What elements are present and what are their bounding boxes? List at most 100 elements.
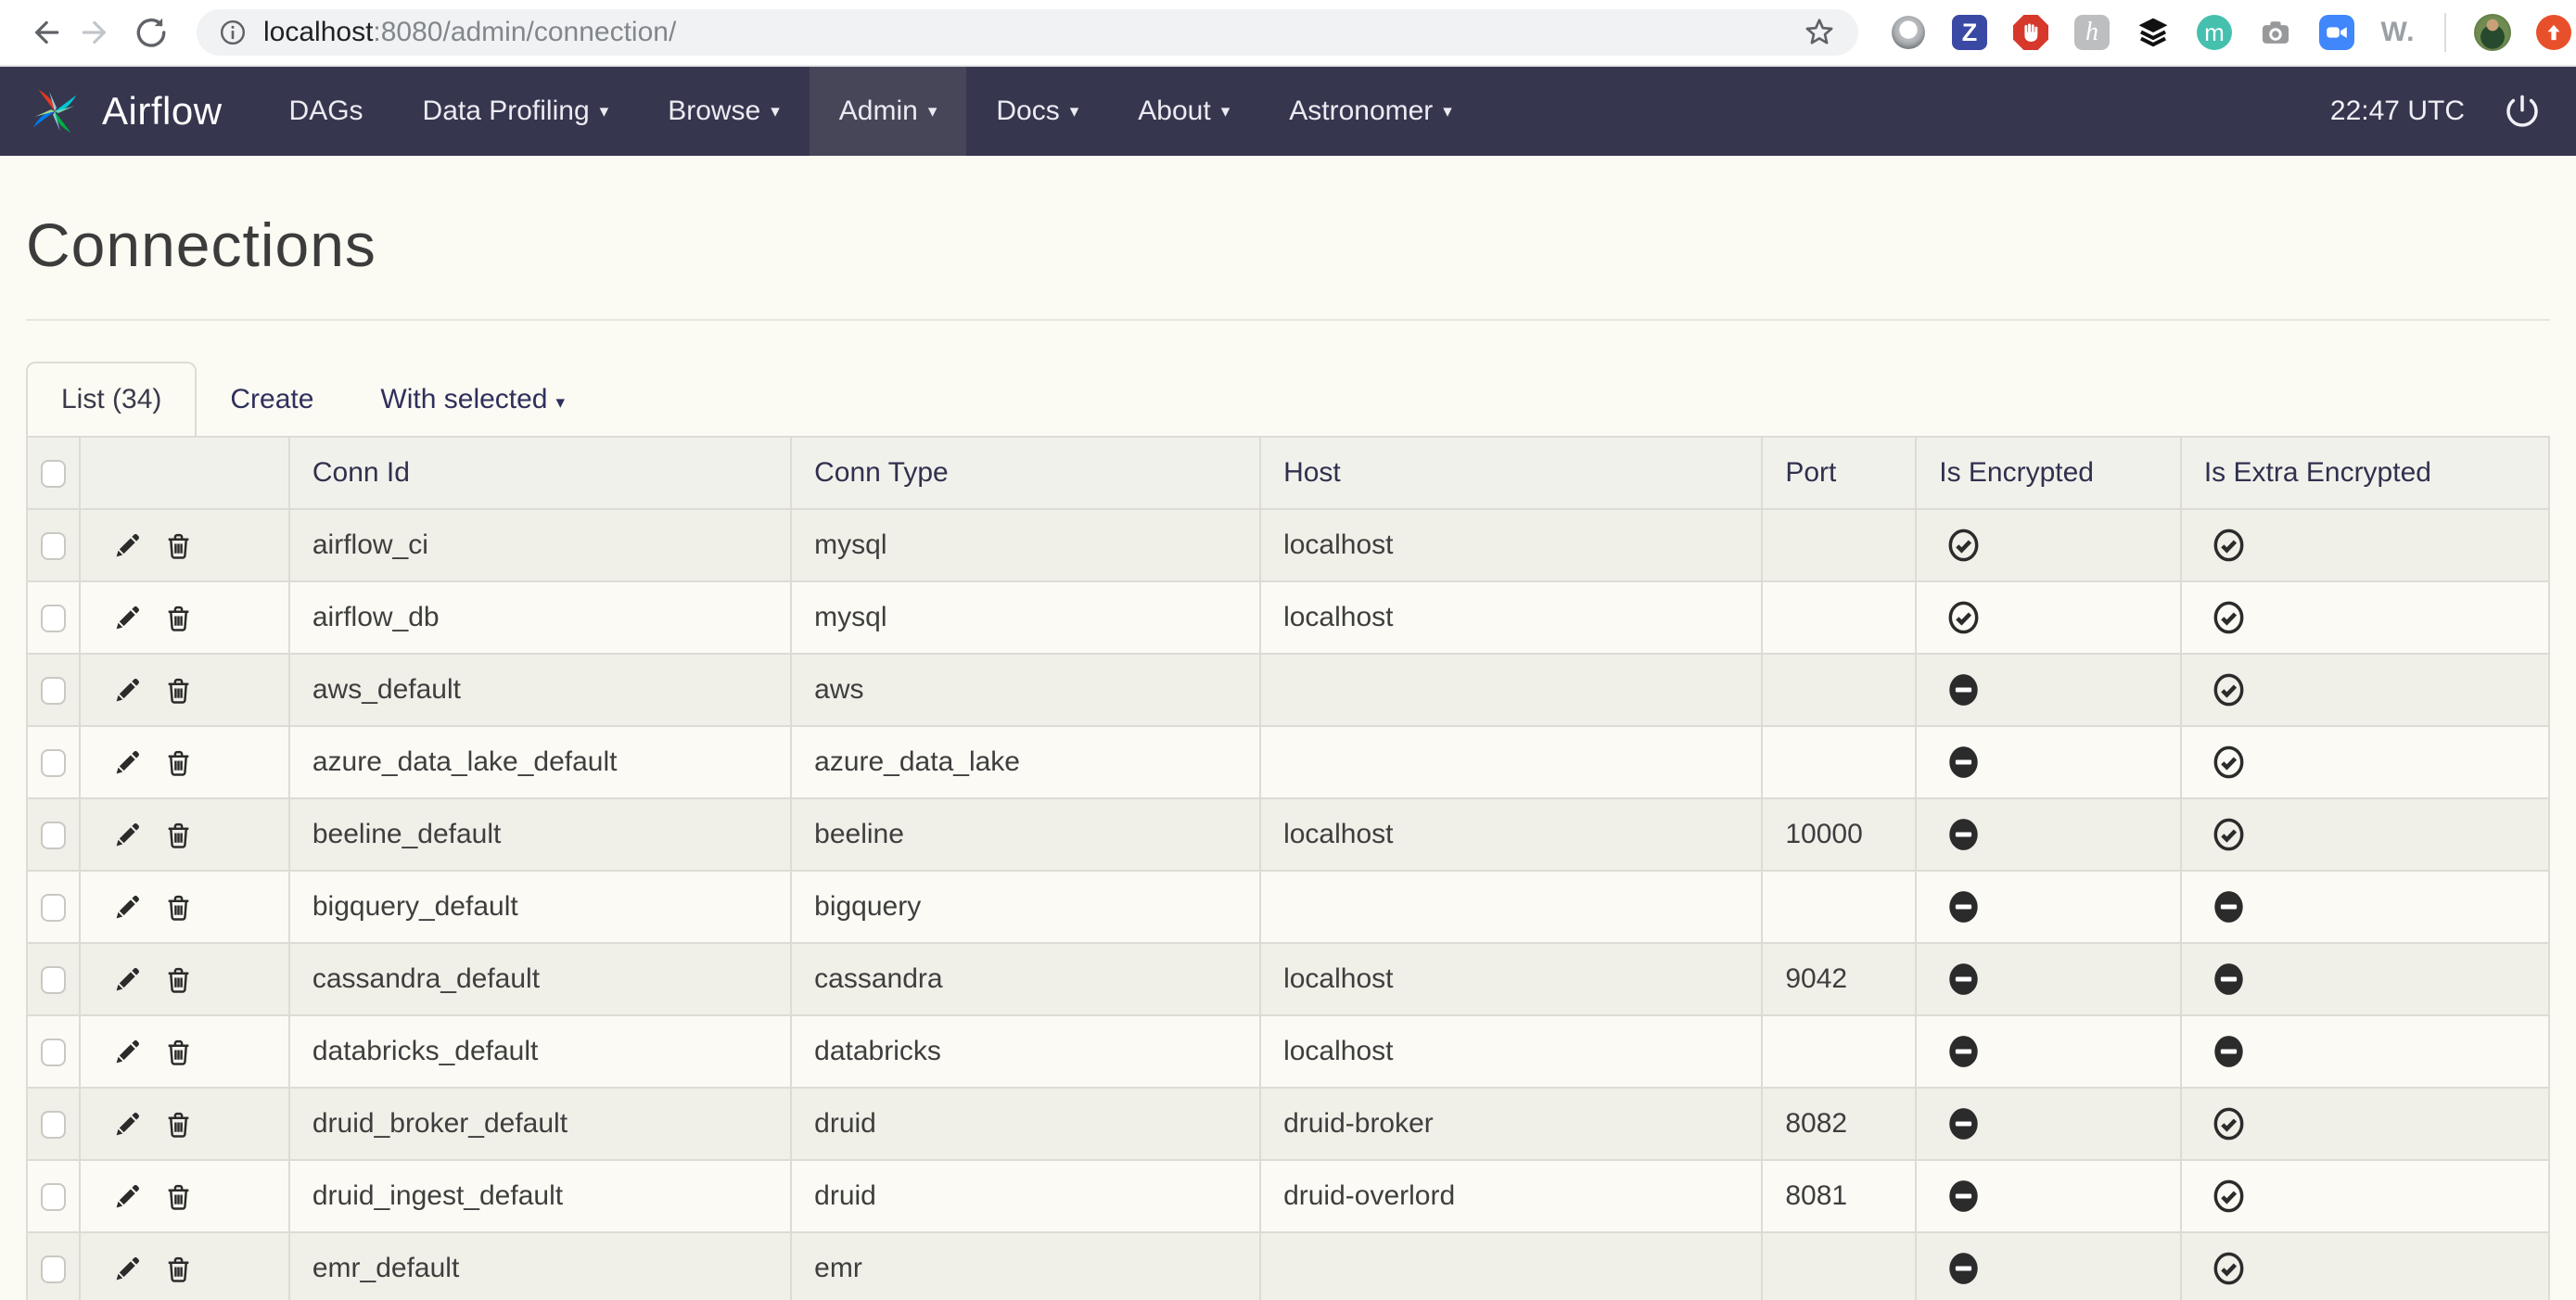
conn-type-cell: mysql [791,581,1260,654]
is-extra-encrypted-cell [2181,1015,2549,1088]
is-extra-encrypted-cell [2181,581,2549,654]
encrypted-status-icon [1946,1250,1981,1287]
delete-trash-icon[interactable] [163,1181,194,1212]
bookmark-star-icon[interactable] [1801,14,1838,51]
delete-trash-icon[interactable] [163,1109,194,1140]
delete-trash-icon[interactable] [163,1254,194,1284]
nav-item-about[interactable]: About▾ [1108,67,1259,156]
table-row: azure_data_lake_default azure_data_lake [27,726,2549,798]
encrypted-status-icon [1946,744,1981,781]
edit-pencil-icon[interactable] [112,603,143,633]
with-selected-dropdown[interactable]: With selected▾ [347,363,598,436]
row-checkbox[interactable] [41,532,66,560]
row-checkbox[interactable] [41,677,66,705]
connections-tbody: airflow_ci mysql localhost airflow_db my… [27,509,2549,1300]
toolbar-divider [2444,13,2446,52]
w-dot-extension-icon[interactable]: W. [2379,14,2417,51]
page-title: Connections [26,210,2550,280]
nav-item-admin[interactable]: Admin▾ [810,67,967,156]
lens-extension-icon[interactable] [1890,14,1927,51]
delete-trash-icon[interactable] [163,892,194,923]
edit-pencil-icon[interactable] [112,530,143,561]
extra-encrypted-status-icon [2212,1105,2246,1142]
address-bar[interactable]: localhost:8080/admin/connection/ [197,9,1858,56]
url-text[interactable]: localhost:8080/admin/connection/ [263,17,676,48]
edit-pencil-icon[interactable] [112,1037,143,1067]
stop-hand-extension-icon[interactable] [2012,14,2049,51]
nav-item-browse[interactable]: Browse▾ [638,67,810,156]
row-actions-cell [80,943,289,1015]
col-header-is-extra-encrypted: Is Extra Encrypted [2181,437,2549,509]
h-extension-icon[interactable]: h [2073,14,2111,51]
row-checkbox[interactable] [41,1111,66,1139]
delete-trash-icon[interactable] [163,603,194,633]
nav-item-docs[interactable]: Docs▾ [966,67,1108,156]
row-checkbox[interactable] [41,1255,66,1283]
delete-trash-icon[interactable] [163,964,194,995]
z-extension-icon[interactable]: Z [1951,14,1988,51]
extra-encrypted-status-icon [2212,888,2246,925]
m-extension-icon[interactable]: m [2196,14,2233,51]
edit-pencil-icon[interactable] [112,892,143,923]
row-checkbox[interactable] [41,894,66,922]
delete-trash-icon[interactable] [163,820,194,850]
delete-trash-icon[interactable] [163,747,194,778]
browser-forward-button[interactable] [70,6,124,59]
row-checkbox[interactable] [41,1039,66,1066]
delete-trash-icon[interactable] [163,530,194,561]
row-checkbox[interactable] [41,1183,66,1211]
update-button[interactable] [2535,14,2572,51]
row-checkbox-cell [27,1088,80,1160]
chevron-down-icon: ▾ [928,101,937,122]
tab-create[interactable]: Create [197,363,347,436]
tab-list[interactable]: List (34) [26,362,197,436]
nav-item-data-profiling[interactable]: Data Profiling▾ [393,67,639,156]
browser-back-button[interactable] [17,6,70,59]
edit-pencil-icon[interactable] [112,747,143,778]
encrypted-status-icon [1946,961,1981,998]
edit-pencil-icon[interactable] [112,1181,143,1212]
conn-type-cell: cassandra [791,943,1260,1015]
is-extra-encrypted-cell [2181,798,2549,871]
row-checkbox-cell [27,871,80,943]
edit-pencil-icon[interactable] [112,675,143,706]
delete-trash-icon[interactable] [163,675,194,706]
row-checkbox[interactable] [41,749,66,777]
edit-pencil-icon[interactable] [112,1254,143,1284]
edit-pencil-icon[interactable] [112,1109,143,1140]
video-camera-extension-icon[interactable] [2318,14,2355,51]
row-checkbox[interactable] [41,966,66,994]
port-cell [1762,1015,1916,1088]
table-row: databricks_default databricks localhost [27,1015,2549,1088]
utc-clock: 22:47 UTC [2330,96,2465,127]
conn-id-cell: databricks_default [289,1015,791,1088]
extra-encrypted-status-icon [2212,599,2246,636]
airflow-brand[interactable]: Airflow [0,67,260,156]
camera-extension-icon[interactable] [2257,14,2294,51]
layers-extension-icon[interactable] [2135,14,2172,51]
extensions-area: Z h m [1890,13,2572,52]
table-header-row: Conn Id Conn Type Host Port Is Encrypted… [27,437,2549,509]
browser-reload-button[interactable] [124,6,178,59]
select-all-checkbox[interactable] [41,460,66,488]
edit-pencil-icon[interactable] [112,820,143,850]
page-info-icon[interactable] [217,17,249,48]
port-cell: 9042 [1762,943,1916,1015]
nav-item-astronomer[interactable]: Astronomer▾ [1259,67,1482,156]
col-header-conn-id: Conn Id [289,437,791,509]
row-checkbox[interactable] [41,822,66,849]
is-extra-encrypted-cell [2181,1160,2549,1232]
is-encrypted-cell [1916,871,2181,943]
profile-avatar[interactable] [2474,14,2511,51]
is-encrypted-cell [1916,1232,2181,1300]
nav-item-dags[interactable]: DAGs [260,67,393,156]
row-actions-cell [80,726,289,798]
conn-id-cell: airflow_db [289,581,791,654]
edit-pencil-icon[interactable] [112,964,143,995]
row-checkbox[interactable] [41,605,66,632]
row-actions-cell [80,1232,289,1300]
is-encrypted-cell [1916,726,2181,798]
delete-trash-icon[interactable] [163,1037,194,1067]
encrypted-status-icon [1946,671,1981,708]
power-icon[interactable] [2504,93,2541,130]
